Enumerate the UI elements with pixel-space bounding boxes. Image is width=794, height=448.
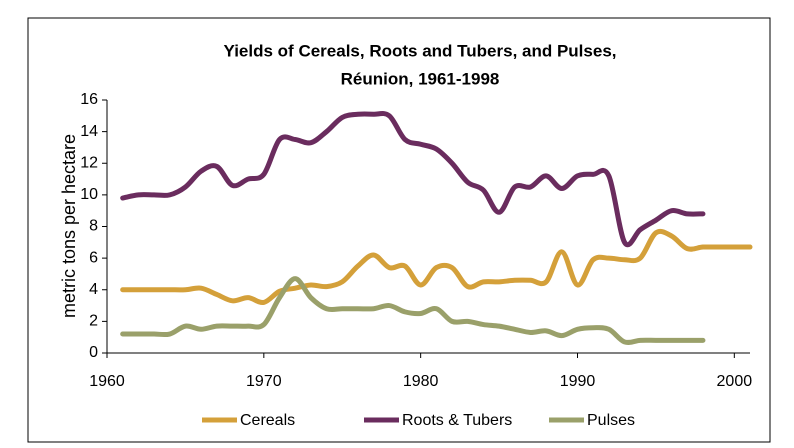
y-tick-label: 16 <box>80 91 98 108</box>
x-tick-label: 1980 <box>403 373 439 390</box>
y-axis-label: metric tons per hectare <box>59 134 79 318</box>
chart-border <box>27 17 771 443</box>
x-tick-label: 2000 <box>717 373 753 390</box>
y-tick-label: 4 <box>89 281 98 298</box>
chart-title: Réunion, 1961-1998 <box>341 69 500 88</box>
y-tick-label: 6 <box>89 249 98 266</box>
y-tick-label: 8 <box>89 218 98 235</box>
series-line <box>120 276 706 345</box>
y-tick-label: 0 <box>89 344 98 361</box>
legend-label: Roots & Tubers <box>402 412 512 429</box>
y-tick-label: 14 <box>80 123 98 140</box>
y-tick-label: 10 <box>80 186 98 203</box>
x-tick-label: 1960 <box>89 373 125 390</box>
x-tick-label: 1970 <box>246 373 282 390</box>
x-tick-label: 1990 <box>560 373 596 390</box>
y-tick-label: 2 <box>89 313 98 330</box>
series-line <box>120 228 753 306</box>
legend-label: Pulses <box>587 412 635 429</box>
y-tick-label: 12 <box>80 154 98 171</box>
series-line <box>120 111 706 248</box>
legend-label: Cereals <box>240 412 295 429</box>
chart-title: Yields of Cereals, Roots and Tubers, and… <box>224 41 617 60</box>
